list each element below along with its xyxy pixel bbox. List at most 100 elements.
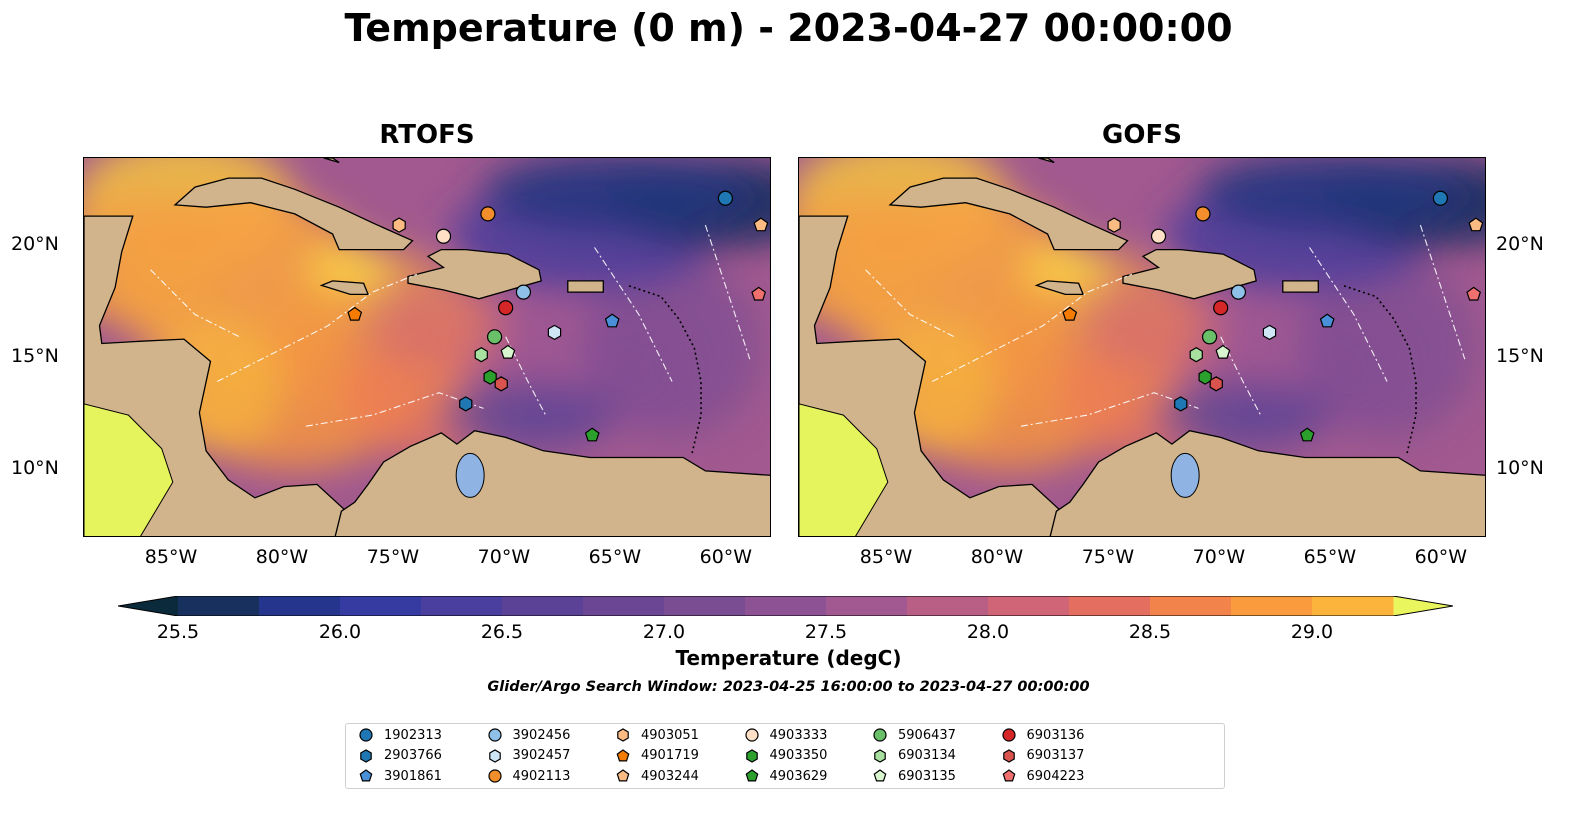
- platform-marker-3902456: [1230, 284, 1247, 300]
- colorbar-segment: [259, 596, 341, 616]
- lat-tick-label: 20°N: [11, 233, 59, 256]
- legend-item-6903137: 6903137: [1001, 747, 1085, 765]
- legend-label: 4903051: [641, 727, 699, 743]
- lon-tick-label: 75°W: [1081, 546, 1135, 568]
- lat-tick-label: 10°N: [11, 456, 59, 479]
- platform-marker-4902113: [1195, 206, 1211, 222]
- platform-marker-3902456: [515, 284, 532, 300]
- legend-label: 4903629: [769, 768, 828, 784]
- platform-marker-6903136: [1213, 300, 1229, 316]
- legend-item-1902313: 1902313: [358, 726, 442, 744]
- colorbar-under-arrow: [118, 596, 178, 616]
- platform-marker-1902313: [359, 728, 373, 742]
- colorbar-segment: [421, 596, 503, 616]
- colorbar-tick-label: 26.0: [318, 621, 362, 643]
- legend-item-3901861: 3901861: [358, 767, 442, 785]
- legend-label: 1902313: [384, 727, 442, 743]
- lat-tick-label: 10°N: [1496, 456, 1544, 479]
- legend-item-4902113: 4902113: [487, 767, 571, 785]
- platform-marker-4903350: [1198, 369, 1212, 385]
- platform-marker-6903137: [1002, 748, 1015, 763]
- legend-item-6904223: 6904223: [1001, 767, 1085, 785]
- platform-marker-4903350: [745, 748, 758, 763]
- colorbar-segment: [988, 596, 1070, 616]
- lon-tick-label: 85°W: [144, 546, 198, 568]
- colorbar-tick-label: 27.0: [642, 621, 686, 643]
- lon-tick-label: 65°W: [1303, 546, 1357, 568]
- platform-marker-4901719: [616, 748, 630, 761]
- legend-label: 6904223: [1026, 768, 1085, 784]
- legend-item-4903350: 4903350: [744, 747, 827, 765]
- platform-marker-4903350: [483, 369, 497, 385]
- platform-marker-4903629: [745, 769, 758, 782]
- legend-label: 6903137: [1026, 748, 1085, 763]
- platform-marker-6903137: [1209, 376, 1223, 392]
- colorbar-label: Temperature (degC): [675, 646, 902, 670]
- platform-marker-4901719: [347, 306, 363, 321]
- lon-tick-label: 70°W: [477, 546, 531, 568]
- lon-tick-label: 80°W: [255, 546, 309, 568]
- legend-label: 4902113: [512, 768, 571, 784]
- search-window-text: Glider/Argo Search Window: 2023-04-25 16…: [487, 679, 1090, 695]
- platform-marker-3901861: [1319, 313, 1335, 328]
- lon-tick-label: 80°W: [970, 546, 1024, 568]
- legend-item-4901719: 4901719: [615, 747, 699, 765]
- map-gofs: [798, 157, 1486, 537]
- lat-tick-label: 15°N: [11, 345, 59, 368]
- platform-marker-4903244: [753, 217, 769, 232]
- legend-label: 6903134: [898, 748, 956, 763]
- lon-tick-label: 75°W: [366, 546, 420, 568]
- platform-marker-5906437: [873, 728, 887, 742]
- colorbar: [117, 595, 1454, 617]
- platform-marker-3901861: [604, 313, 620, 328]
- colorbar-segment: [178, 596, 260, 616]
- lat-tick-label: 15°N: [1496, 345, 1544, 368]
- legend-item-6903134: 6903134: [872, 747, 956, 765]
- colorbar-gradient: [117, 595, 1454, 617]
- platform-marker-4903333: [435, 228, 452, 244]
- colorbar-segment: [745, 596, 827, 616]
- colorbar-segment: [1069, 596, 1151, 616]
- platform-marker-4903244: [616, 769, 630, 782]
- legend-item-6903136: 6903136: [1001, 726, 1084, 744]
- legend-label: 4903333: [769, 727, 828, 743]
- platform-marker-3902456: [487, 728, 502, 742]
- colorbar-segment: [502, 596, 584, 616]
- colorbar-segment: [583, 596, 665, 616]
- lon-tick-label: 60°W: [1414, 546, 1468, 568]
- platform-marker-5906437: [1201, 329, 1218, 345]
- colorbar-tick-label: 28.0: [966, 621, 1010, 643]
- colorbar-tick-label: 28.5: [1128, 621, 1172, 643]
- platform-marker-6903134: [474, 347, 488, 363]
- colorbar-over-arrow: [1393, 596, 1453, 616]
- legend-label: 6903135: [898, 768, 956, 784]
- colorbar-tick-label: 29.0: [1290, 621, 1334, 643]
- panel-title-gofs: GOFS: [1102, 120, 1182, 150]
- legend-item-2903766: 2903766: [358, 747, 442, 765]
- platform-marker-3902457: [488, 748, 501, 763]
- legend-item-6903135: 6903135: [872, 767, 956, 785]
- platform-marker-3902457: [1262, 324, 1277, 341]
- platform-marker-4903333: [1150, 228, 1167, 244]
- colorbar-segment: [826, 596, 908, 616]
- platform-marker-4903629: [584, 427, 600, 442]
- platform-marker-3901861: [359, 769, 373, 782]
- platform-marker-4903333: [744, 728, 759, 742]
- legend-item-5906437: 5906437: [872, 726, 956, 744]
- platform-marker-4901719: [1062, 306, 1078, 321]
- colorbar-segment: [1312, 596, 1394, 616]
- platform-marker-6903136: [1001, 728, 1016, 742]
- platform-marker-4903629: [1299, 427, 1315, 442]
- platform-marker-4902113: [480, 206, 496, 222]
- legend-label: 5906437: [898, 727, 956, 743]
- platform-marker-4903051: [617, 728, 629, 742]
- platform-marker-4902113: [487, 769, 502, 783]
- platform-marker-6904223: [1466, 286, 1482, 301]
- platform-marker-6903136: [498, 300, 514, 316]
- colorbar-segment: [340, 596, 422, 616]
- platform-legend: 1902313 2903766 3901861 3902456 3902457 49021…: [345, 723, 1225, 789]
- platform-marker-6904223: [1002, 769, 1015, 782]
- legend-label: 4903244: [641, 768, 699, 784]
- legend-item-4903244: 4903244: [615, 767, 699, 785]
- platform-marker-4903051: [392, 217, 406, 233]
